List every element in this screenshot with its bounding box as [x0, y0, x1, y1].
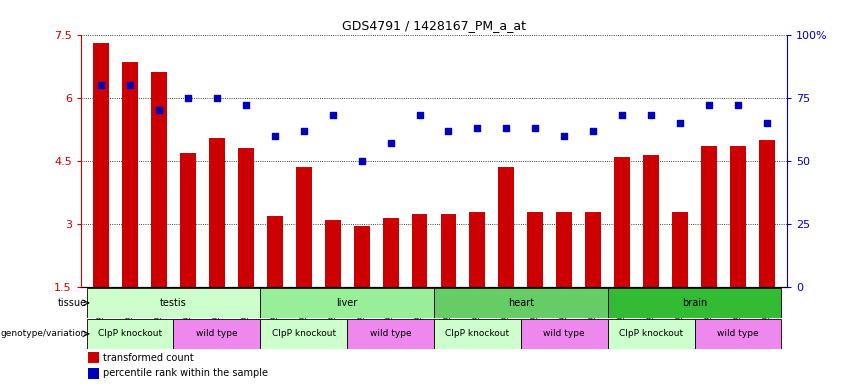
Point — [644, 113, 658, 119]
Bar — [557, 212, 572, 288]
Bar — [151, 73, 167, 288]
Bar — [694, 319, 781, 349]
Point — [442, 127, 455, 134]
Bar — [614, 157, 630, 288]
Text: wild type: wild type — [370, 329, 411, 338]
Bar — [296, 167, 311, 288]
Bar — [180, 152, 196, 288]
Point — [528, 125, 542, 131]
Point — [326, 113, 340, 119]
Text: liver: liver — [336, 298, 357, 308]
Bar — [730, 146, 746, 288]
Point — [123, 82, 137, 88]
Point — [702, 102, 716, 108]
Text: heart: heart — [508, 298, 534, 308]
Point — [673, 120, 687, 126]
Bar — [87, 288, 260, 318]
Bar — [88, 368, 99, 379]
Point — [268, 132, 282, 139]
Bar — [608, 319, 694, 349]
Text: ClpP knockout: ClpP knockout — [98, 329, 163, 338]
Text: percentile rank within the sample: percentile rank within the sample — [104, 368, 268, 378]
Point — [384, 140, 397, 146]
Text: testis: testis — [160, 298, 187, 308]
Bar — [267, 216, 283, 288]
Point — [586, 127, 600, 134]
Point — [731, 102, 745, 108]
Bar — [260, 288, 434, 318]
Point — [760, 120, 774, 126]
Bar — [470, 212, 485, 288]
Text: ClpP knockout: ClpP knockout — [271, 329, 336, 338]
Point — [210, 95, 224, 101]
Bar — [87, 319, 174, 349]
Point — [297, 127, 311, 134]
Text: ClpP knockout: ClpP knockout — [619, 329, 683, 338]
Bar — [88, 353, 99, 363]
Text: transformed count: transformed count — [104, 353, 194, 363]
Bar — [325, 220, 340, 288]
Text: wild type: wild type — [544, 329, 585, 338]
Bar — [383, 218, 398, 288]
Bar — [441, 214, 456, 288]
Bar — [643, 155, 659, 288]
Bar — [701, 146, 717, 288]
Bar — [209, 138, 225, 288]
Bar — [260, 319, 347, 349]
Bar — [238, 148, 254, 288]
Bar — [434, 288, 608, 318]
Point — [152, 108, 166, 114]
Bar — [521, 319, 608, 349]
Text: wild type: wild type — [717, 329, 759, 338]
Text: tissue: tissue — [58, 298, 87, 308]
Point — [615, 113, 629, 119]
Bar — [347, 319, 434, 349]
Text: genotype/variation: genotype/variation — [0, 329, 87, 338]
Text: brain: brain — [682, 298, 707, 308]
Bar — [174, 319, 260, 349]
Point — [413, 113, 426, 119]
Point — [239, 102, 253, 108]
Bar — [499, 167, 514, 288]
Point — [557, 132, 571, 139]
Point — [355, 158, 368, 164]
Bar — [412, 214, 427, 288]
Point — [471, 125, 484, 131]
Bar — [672, 212, 688, 288]
Bar — [93, 43, 109, 288]
Bar — [354, 226, 369, 288]
Bar — [122, 62, 138, 288]
Text: wild type: wild type — [196, 329, 237, 338]
Point — [94, 82, 108, 88]
Point — [181, 95, 195, 101]
Bar — [585, 212, 601, 288]
Bar — [434, 319, 521, 349]
Bar — [608, 288, 781, 318]
Point — [500, 125, 513, 131]
Bar — [528, 212, 543, 288]
Title: GDS4791 / 1428167_PM_a_at: GDS4791 / 1428167_PM_a_at — [342, 19, 526, 32]
Text: ClpP knockout: ClpP knockout — [445, 329, 510, 338]
Bar — [759, 140, 775, 288]
